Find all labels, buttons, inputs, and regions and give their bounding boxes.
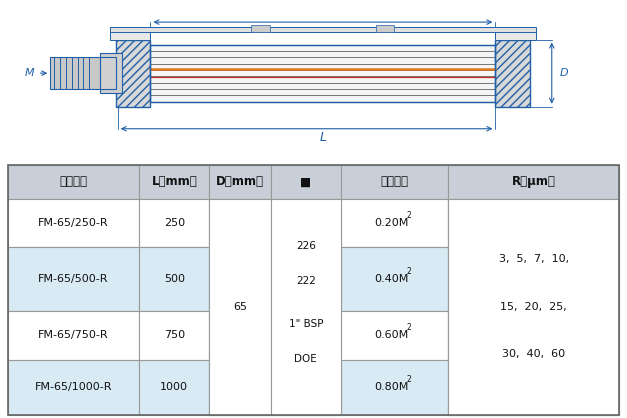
Text: 2: 2 xyxy=(406,211,411,220)
Bar xyxy=(341,247,448,311)
Bar xyxy=(150,45,495,102)
Bar xyxy=(448,199,619,415)
Bar xyxy=(209,311,271,360)
Text: 15,  20,  25,: 15, 20, 25, xyxy=(500,302,567,312)
Bar xyxy=(209,360,271,415)
Bar xyxy=(8,360,139,415)
Text: FM-65/1000-R: FM-65/1000-R xyxy=(34,382,112,392)
Bar xyxy=(495,32,536,40)
Bar xyxy=(448,247,619,311)
Text: 750: 750 xyxy=(164,330,185,340)
Bar xyxy=(448,165,619,199)
Bar xyxy=(209,165,271,199)
Bar xyxy=(50,57,116,89)
Bar xyxy=(209,247,271,311)
Bar xyxy=(8,247,139,311)
Bar xyxy=(341,199,448,247)
Bar xyxy=(110,27,536,32)
Bar xyxy=(448,199,619,247)
Text: 0.40M: 0.40M xyxy=(374,274,409,284)
Bar xyxy=(251,25,270,32)
Bar xyxy=(50,57,116,89)
Text: FM-65/500-R: FM-65/500-R xyxy=(38,274,108,284)
Text: L（mm）: L（mm） xyxy=(151,176,197,189)
Bar xyxy=(376,25,394,32)
Bar xyxy=(271,165,341,199)
Bar xyxy=(8,311,139,360)
Bar xyxy=(8,165,139,199)
Bar xyxy=(341,165,448,199)
Text: D: D xyxy=(559,68,568,78)
Bar xyxy=(139,360,209,415)
Bar xyxy=(271,199,341,247)
Bar xyxy=(209,199,271,247)
Text: 2: 2 xyxy=(406,323,411,332)
Bar xyxy=(139,311,209,360)
Text: 过滤面积: 过滤面积 xyxy=(381,176,409,189)
Text: 3,  5,  7,  10,: 3, 5, 7, 10, xyxy=(498,254,569,264)
Text: 规格型号: 规格型号 xyxy=(60,176,87,189)
Text: 1" BSP: 1" BSP xyxy=(288,319,323,329)
Bar xyxy=(209,199,271,415)
Text: 1000: 1000 xyxy=(161,382,188,392)
Bar xyxy=(100,54,122,93)
Bar xyxy=(271,360,341,415)
Text: DOE: DOE xyxy=(295,354,317,364)
Bar xyxy=(8,165,619,415)
Text: 65: 65 xyxy=(233,302,247,312)
Text: D（mm）: D（mm） xyxy=(216,176,264,189)
Bar xyxy=(495,40,530,107)
Bar xyxy=(271,199,341,415)
Text: FM-65/250-R: FM-65/250-R xyxy=(38,218,108,228)
Bar xyxy=(8,199,139,247)
Bar xyxy=(110,32,150,40)
Text: 250: 250 xyxy=(164,218,185,228)
Bar xyxy=(271,311,341,360)
Text: 222: 222 xyxy=(296,276,316,286)
Bar xyxy=(448,360,619,415)
Bar xyxy=(150,45,495,102)
Text: 226: 226 xyxy=(296,241,316,251)
Bar xyxy=(139,199,209,247)
Bar xyxy=(341,311,448,360)
Text: 500: 500 xyxy=(164,274,185,284)
Text: 2: 2 xyxy=(406,267,411,276)
Text: 0.60M: 0.60M xyxy=(374,330,409,340)
Text: 2: 2 xyxy=(406,375,411,384)
Bar xyxy=(139,247,209,311)
Text: L: L xyxy=(319,131,327,145)
Bar xyxy=(341,360,448,415)
Text: 0.20M: 0.20M xyxy=(374,218,409,228)
Text: ■: ■ xyxy=(300,176,312,189)
Text: M: M xyxy=(25,68,34,78)
Text: FM-65/750-R: FM-65/750-R xyxy=(38,330,108,340)
Bar xyxy=(448,311,619,360)
Text: 0.80M: 0.80M xyxy=(374,382,409,392)
Bar xyxy=(139,165,209,199)
Bar xyxy=(116,40,150,107)
Bar xyxy=(271,247,341,311)
Text: 30,  40,  60: 30, 40, 60 xyxy=(502,349,566,359)
Text: R（μm）: R（μm） xyxy=(512,176,556,189)
